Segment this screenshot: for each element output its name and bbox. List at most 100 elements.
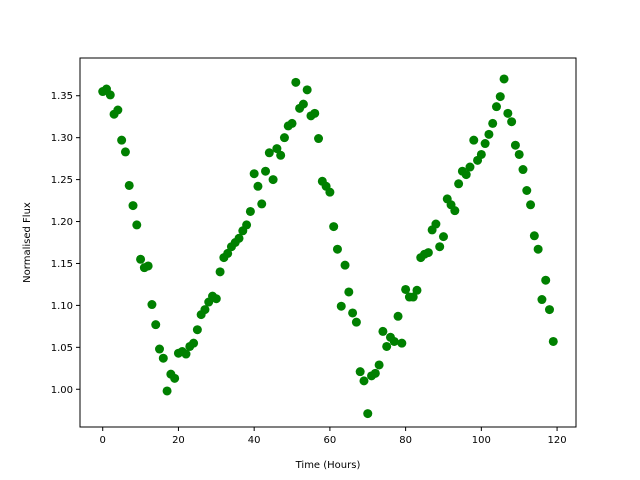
data-point [302, 85, 312, 95]
data-point [143, 261, 153, 271]
data-point [401, 284, 411, 294]
data-point [355, 367, 365, 377]
y-tick-label: 1.10 [51, 301, 73, 312]
data-point [162, 386, 172, 396]
data-point [325, 187, 335, 197]
data-point [499, 74, 509, 84]
data-point [276, 150, 286, 160]
y-tick-label: 1.00 [51, 385, 73, 396]
data-point [397, 338, 407, 348]
plot-area [80, 58, 576, 427]
data-point [242, 220, 252, 230]
data-point [476, 149, 486, 159]
data-point [526, 200, 536, 210]
data-point [408, 292, 418, 302]
data-point [469, 135, 479, 145]
data-point [189, 338, 199, 348]
y-tick-label: 1.25 [51, 175, 73, 186]
data-point [310, 108, 320, 118]
data-point [378, 326, 388, 336]
data-point [484, 129, 494, 139]
data-point [332, 244, 342, 254]
data-point [132, 220, 142, 230]
data-point [136, 254, 146, 264]
data-point [336, 301, 346, 311]
data-point [412, 285, 422, 295]
data-point [488, 118, 498, 128]
data-point [374, 360, 384, 370]
data-point [287, 118, 297, 128]
data-point [541, 275, 551, 285]
data-point [382, 341, 392, 351]
data-point [113, 105, 123, 115]
data-point [117, 135, 127, 145]
data-point [537, 295, 547, 305]
data-point [423, 248, 433, 258]
y-tick-label: 1.05 [51, 343, 73, 354]
data-point [105, 90, 115, 100]
data-point [454, 179, 464, 189]
data-point [272, 144, 282, 154]
data-point [344, 287, 354, 297]
data-point [291, 77, 301, 87]
y-axis-title: Normalised Flux [22, 202, 33, 283]
data-point [510, 140, 520, 150]
data-point [192, 325, 202, 335]
data-point [253, 181, 263, 191]
y-tick-label: 1.15 [51, 259, 73, 270]
data-point [507, 117, 517, 127]
data-point [245, 206, 255, 216]
data-point [234, 233, 244, 243]
x-tick-label: 0 [100, 435, 106, 446]
plot-frame [79, 57, 577, 428]
data-point [181, 349, 191, 359]
data-point [211, 294, 221, 304]
y-tick-label: 1.20 [51, 217, 73, 228]
data-point [544, 305, 554, 315]
data-point [261, 166, 271, 176]
data-point [340, 260, 350, 270]
data-point [298, 99, 308, 109]
data-point [351, 317, 361, 327]
data-point [147, 300, 157, 310]
data-point [124, 180, 134, 190]
data-point [151, 320, 161, 330]
data-point [200, 305, 210, 315]
y-tick-label: 1.35 [51, 91, 73, 102]
y-axis-ticks: 1.00 1.05 1.10 1.15 1.20 1.25 1.30 1.35 [51, 91, 80, 396]
data-point [548, 336, 558, 346]
data-point [514, 149, 524, 159]
data-point [359, 376, 369, 386]
data-point [518, 165, 528, 175]
data-point [389, 336, 399, 346]
data-point [120, 147, 130, 157]
data-point [435, 242, 445, 252]
data-point [370, 368, 380, 378]
data-point [529, 231, 539, 241]
data-point [461, 170, 471, 180]
data-point [257, 199, 267, 209]
data-point [348, 308, 358, 318]
y-tick-label: 1.30 [51, 133, 73, 144]
x-axis-title: Time (Hours) [295, 460, 361, 471]
data-point [431, 219, 441, 229]
x-tick-label: 80 [399, 435, 412, 446]
data-point [522, 186, 532, 196]
x-tick-label: 40 [248, 435, 261, 446]
data-point [249, 169, 259, 179]
data-point [533, 244, 543, 254]
data-point [128, 201, 138, 211]
data-point [503, 108, 513, 118]
data-point [314, 134, 324, 144]
x-tick-label: 100 [472, 435, 491, 446]
data-point [158, 353, 168, 363]
data-point [491, 102, 501, 112]
data-point [268, 175, 278, 185]
data-point [155, 344, 165, 354]
x-tick-label: 120 [548, 435, 567, 446]
data-point [495, 92, 505, 102]
data-point [264, 148, 274, 158]
data-point [480, 139, 490, 149]
data-point [465, 162, 475, 172]
